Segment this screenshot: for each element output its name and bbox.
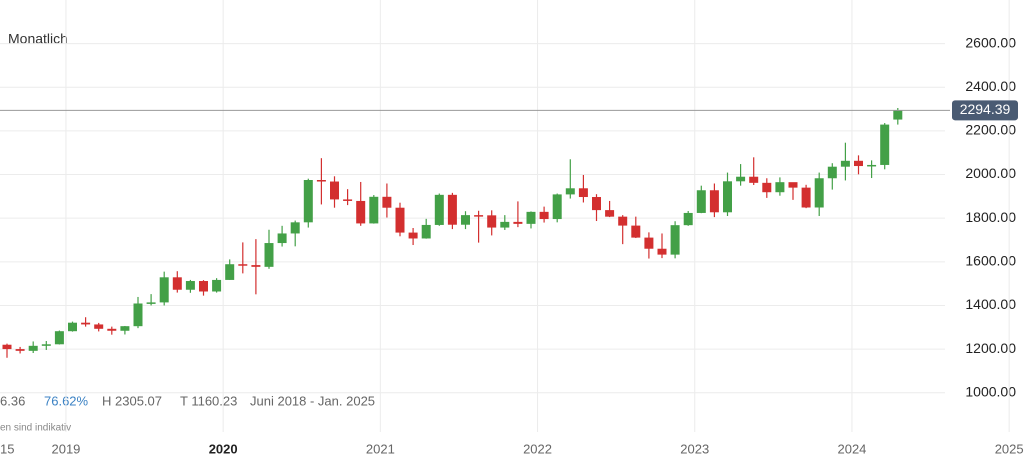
candle-body	[513, 221, 523, 224]
stat-low: T 1160.23	[180, 393, 237, 408]
candle-body	[592, 197, 601, 211]
candle-body	[788, 182, 798, 188]
candle-body	[683, 212, 693, 226]
candle-body	[421, 224, 431, 239]
candle-body	[657, 248, 667, 255]
x-tick-label: 2019	[51, 441, 80, 456]
candle-body	[330, 181, 339, 200]
x-tick-label: 2021	[366, 441, 395, 456]
candle-body	[578, 188, 588, 198]
stat-high: H 2305.07	[102, 393, 162, 408]
candle-body	[670, 225, 680, 255]
x-tick-label: 2024	[837, 441, 866, 456]
note: en sind indikativ	[0, 423, 71, 434]
candle-body	[251, 265, 261, 267]
y-tick-label: 1000.00	[965, 383, 1016, 399]
candle-body	[277, 233, 287, 244]
candle-body	[827, 166, 837, 179]
x-tick-label: 2022	[523, 441, 552, 456]
candle-body	[382, 196, 392, 208]
candle-body	[146, 302, 156, 304]
candle-body	[749, 176, 759, 183]
candle-body	[474, 215, 484, 217]
candle-body	[41, 344, 51, 346]
candle-body	[316, 180, 326, 182]
candle-body	[356, 200, 366, 224]
candle-body	[133, 303, 143, 327]
stat-range: Juni 2018 - Jan. 2025	[250, 393, 375, 408]
candle-body	[408, 232, 418, 239]
candle-body	[120, 326, 130, 331]
candle-body	[81, 322, 91, 325]
candle-body	[605, 210, 615, 217]
candle-body	[290, 222, 300, 234]
candle-body	[775, 182, 785, 193]
price-tag	[952, 100, 1018, 121]
x-tick-label: 2025	[995, 441, 1024, 456]
candle-body	[814, 178, 824, 208]
candle-body	[696, 190, 706, 213]
candle-body	[54, 331, 64, 345]
candle-body	[893, 110, 903, 120]
y-tick-label: 2400.00	[965, 78, 1016, 94]
candle-body	[762, 182, 772, 193]
y-tick-label: 1800.00	[965, 209, 1016, 225]
candle-body	[225, 264, 235, 280]
stat-change: 6.36	[0, 393, 25, 408]
price-tag-label: 2294.39	[960, 101, 1011, 117]
y-tick-label: 2000.00	[965, 165, 1016, 181]
candle-body	[854, 160, 863, 167]
candle-body	[500, 221, 510, 228]
candle-body	[434, 194, 444, 225]
candle-body	[801, 187, 811, 208]
candle-body	[212, 279, 222, 292]
candle-body	[539, 211, 549, 220]
candle-body	[172, 277, 182, 290]
x-tick-label: 2020	[209, 441, 238, 456]
candle-body	[238, 264, 248, 266]
candle-body	[264, 243, 274, 267]
y-tick-label: 2200.00	[965, 122, 1016, 138]
candle-body	[185, 281, 195, 290]
candle-body	[631, 225, 641, 238]
candle-body	[736, 176, 746, 182]
candle-body	[28, 345, 38, 351]
candle-body	[867, 164, 877, 167]
y-tick-label: 1400.00	[965, 296, 1016, 312]
candle-body	[880, 124, 890, 165]
candle-body	[343, 199, 353, 201]
y-tick-label: 2600.00	[965, 34, 1016, 50]
candle-body	[709, 190, 719, 213]
y-tick-label: 1200.00	[965, 340, 1016, 356]
candle-body	[107, 328, 117, 331]
y-tick-label: 1600.00	[965, 253, 1016, 269]
candle-body	[487, 215, 497, 228]
candle-body	[369, 196, 379, 224]
candle-body	[526, 211, 536, 224]
candle-body	[565, 188, 575, 195]
candle-body	[68, 322, 77, 332]
candle-body	[618, 216, 628, 226]
x-tick-label: 15	[0, 441, 14, 456]
candle-body	[395, 207, 405, 233]
candle-body	[159, 277, 169, 303]
candle-body	[2, 344, 12, 350]
candle-body	[552, 194, 562, 220]
chart-title: Monatlich	[8, 31, 68, 47]
candle-body	[461, 215, 470, 225]
candle-body	[723, 181, 732, 213]
candle-body	[644, 237, 654, 249]
candle-body	[199, 281, 208, 292]
candle-body	[447, 194, 457, 225]
x-tick-label: 2023	[680, 441, 709, 456]
candle-body	[840, 160, 850, 167]
candle-body	[15, 349, 25, 351]
candle-body	[94, 324, 104, 329]
candle-body	[303, 180, 313, 223]
